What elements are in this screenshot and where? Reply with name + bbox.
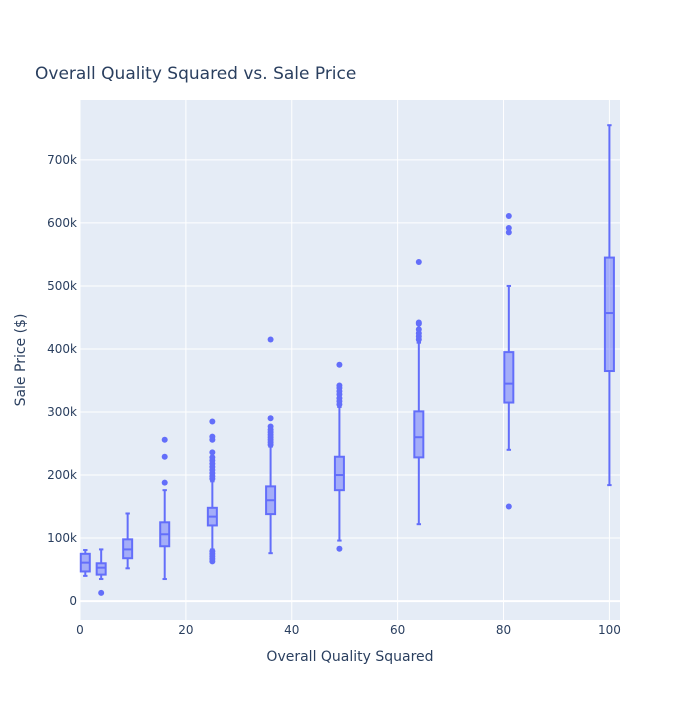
- outlier-point: [267, 423, 274, 430]
- y-tick-label: 200k: [47, 468, 77, 482]
- x-tick-label: 40: [284, 623, 299, 637]
- x-tick-label: 0: [76, 623, 84, 637]
- outlier-point: [267, 336, 274, 343]
- box-iqr: [333, 455, 345, 492]
- outlier-point: [336, 361, 343, 368]
- outlier-point: [209, 449, 216, 456]
- outlier-point: [209, 548, 216, 555]
- outlier-point: [161, 436, 168, 443]
- outlier-point: [336, 382, 343, 389]
- x-tick-label: 60: [390, 623, 405, 637]
- box-iqr: [603, 256, 615, 373]
- outlier-point: [209, 433, 216, 440]
- outlier-point: [505, 229, 512, 236]
- box-iqr: [413, 410, 425, 459]
- y-tick-label: 400k: [47, 342, 77, 356]
- y-tick-label: 500k: [47, 279, 77, 293]
- y-tick-label: 700k: [47, 153, 77, 167]
- x-tick-label: 80: [496, 623, 511, 637]
- outlier-point: [161, 479, 168, 486]
- outlier-point: [267, 415, 274, 422]
- outlier-point: [209, 454, 216, 461]
- outlier-point: [209, 418, 216, 425]
- x-tick-label: 20: [178, 623, 193, 637]
- y-tick-label: 100k: [47, 531, 77, 545]
- outlier-point: [98, 589, 105, 596]
- outlier-point: [505, 503, 512, 510]
- box-iqr: [95, 562, 107, 576]
- y-tick-label: 0: [69, 594, 77, 608]
- y-axis-title: Sale Price ($): [13, 314, 29, 407]
- outlier-point: [505, 212, 512, 219]
- outlier-point: [415, 326, 422, 333]
- outlier-point: [415, 258, 422, 265]
- chart-title: Overall Quality Squared vs. Sale Price: [35, 64, 357, 84]
- box-iqr: [503, 351, 515, 404]
- outlier-point: [161, 453, 168, 460]
- outlier-point: [415, 319, 422, 326]
- x-axis-title: Overall Quality Squared: [266, 649, 433, 665]
- y-tick-label: 600k: [47, 216, 77, 230]
- y-tick-label: 300k: [47, 405, 77, 419]
- outlier-point: [336, 545, 343, 552]
- x-tick-label: 100: [598, 623, 621, 637]
- outlier-point: [505, 224, 512, 231]
